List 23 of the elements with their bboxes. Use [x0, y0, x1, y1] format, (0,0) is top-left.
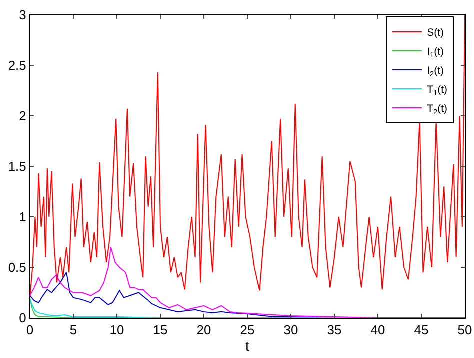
x-tick-label: 10 — [110, 322, 124, 338]
y-tick-label: 2 — [19, 108, 26, 124]
legend-label: I$_{2}$(t) — [427, 65, 444, 78]
legend-label: I$_{1}$(t) — [427, 46, 444, 60]
y-tick-label: 1 — [19, 210, 26, 225]
x-tick-label: 40 — [370, 322, 386, 338]
x-axis-title: t — [246, 338, 250, 354]
y-tick-label: 3 — [19, 8, 26, 23]
y-tick-label: 0.5 — [8, 260, 26, 276]
legend-label: S(t) — [427, 27, 444, 40]
x-tick-label: 5 — [70, 322, 78, 338]
x-tick-label: 35 — [327, 322, 342, 338]
y-tick-label: 2.5 — [8, 58, 26, 74]
y-tick-label: 1.5 — [8, 159, 26, 174]
x-tick-label: 20 — [196, 322, 212, 338]
legend-label: T$_{1}$(t) — [427, 84, 448, 98]
x-tick-label: 25 — [240, 322, 255, 338]
y-tick-label: 0 — [19, 310, 26, 326]
x-tick-label: 45 — [414, 322, 429, 338]
x-tick-label: 15 — [153, 322, 168, 338]
x-tick-label: 30 — [284, 322, 298, 338]
x-tick-label: 50 — [458, 322, 472, 338]
legend-label: T$_{2}$(t) — [427, 103, 448, 116]
